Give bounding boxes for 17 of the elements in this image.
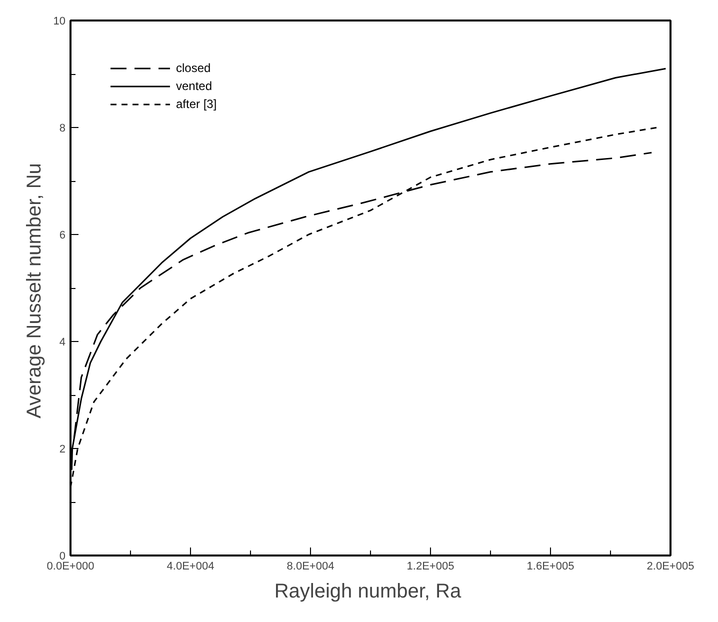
x-tick-label: 8.0E+004 — [286, 560, 334, 572]
legend-label: after [3] — [176, 97, 217, 111]
legend-label: closed — [176, 61, 211, 75]
y-tick-label: 4 — [59, 336, 66, 348]
y-tick-label: 10 — [53, 16, 66, 28]
x-tick-label: 1.6E+005 — [526, 560, 574, 572]
x-tick-label: 0.0E+000 — [46, 560, 94, 572]
y-tick-label: 6 — [59, 230, 66, 242]
y-axis-title: Average Nusselt number, Nu — [23, 163, 46, 418]
x-tick-label: 2.0E+005 — [646, 560, 694, 572]
x-axis-title: Rayleigh number, Ra — [274, 580, 462, 602]
legend-label: vented — [176, 79, 212, 93]
x-tick-label: 1.2E+005 — [406, 560, 454, 572]
y-tick-label: 8 — [59, 122, 66, 134]
x-tick-label: 4.0E+004 — [166, 560, 214, 572]
y-tick-label: 0 — [59, 550, 66, 562]
y-tick-label: 2 — [59, 444, 66, 456]
